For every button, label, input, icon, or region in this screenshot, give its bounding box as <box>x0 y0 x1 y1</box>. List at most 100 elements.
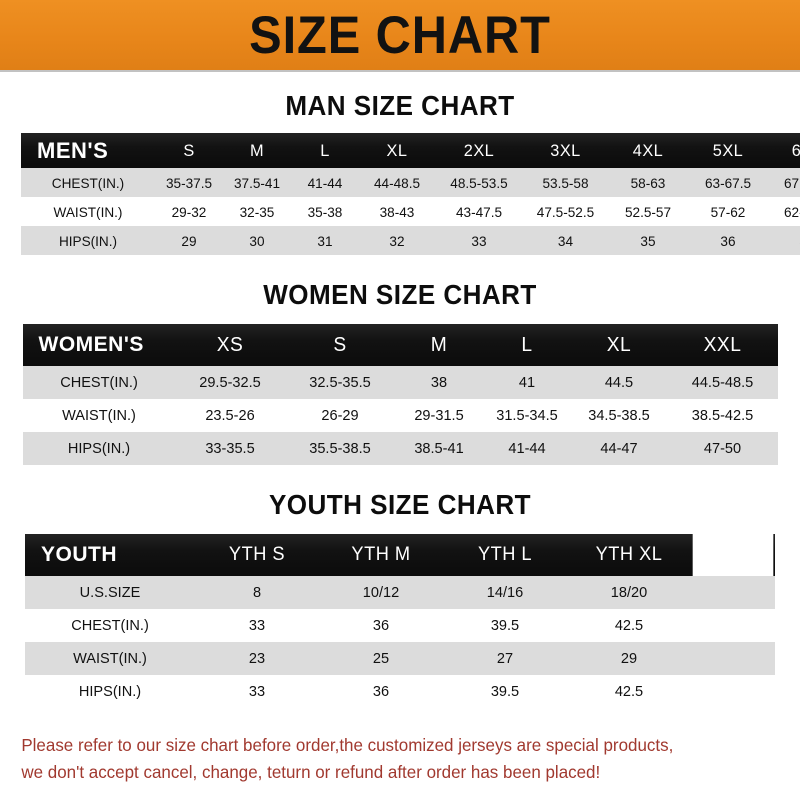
table-row: HIPS(IN.) 33-35.5 35.5-38.5 38.5-41 41-44 44-… <box>22 432 778 465</box>
measurement-cell: 42.5 <box>614 683 644 700</box>
measurement-cell: 44.5 <box>604 374 633 391</box>
measurement-cell: 39.5 <box>490 683 520 700</box>
measurement-cell: 36 <box>372 617 390 634</box>
measurement-cell: 38 <box>430 374 447 391</box>
measurement-cell: 53.5-58 <box>542 174 589 191</box>
measurement-cell: 32 <box>389 232 405 249</box>
row-filler-cell <box>692 642 773 675</box>
measurement-cell: 32.5-35.5 <box>308 374 371 391</box>
order-policy-line-2: we don't accept cancel, change, teturn o… <box>21 761 601 782</box>
measurement-cell: 38-43 <box>379 203 415 220</box>
measurement-cell: 35 <box>640 232 656 249</box>
column-header-1: XS <box>216 333 243 356</box>
measurement-cell: 32-35 <box>239 203 275 220</box>
order-policy-line-1: Please refer to our size chart before or… <box>21 734 674 755</box>
column-header-8: 5XL <box>712 140 744 160</box>
column-header-4: YTH XL <box>595 544 663 565</box>
column-header-4: XL <box>386 140 408 160</box>
table-row: WAIST(IN.) 29-32 32-35 35-38 38-43 43-47.5 47.… <box>21 197 800 226</box>
women-section-title: WOMEN SIZE CHART <box>263 279 537 310</box>
row-filler-cell <box>692 609 773 642</box>
measurement-cell: 63-67.5 <box>704 174 752 191</box>
measurement-cell: 31 <box>317 232 333 249</box>
measurement-cell: 67.5-72 <box>783 174 800 191</box>
measurement-cell: 44-48.5 <box>373 174 421 191</box>
man-size-table: MEN'S S M L XL 2XL 3XL 4XL 5XL 6XL CHEST(IN.) 35-37… <box>21 133 800 255</box>
measurement-cell: 18/20 <box>610 584 648 601</box>
table-corner-label: YOUTH <box>41 543 117 566</box>
table-header-row: MEN'S S M L XL 2XL 3XL 4XL 5XL 6XL <box>21 133 800 168</box>
measurement-cell: 29.5-32.5 <box>198 374 261 391</box>
measurement-cell: 33 <box>248 617 266 634</box>
measurement-cell: 29 <box>181 232 197 249</box>
column-header-1: S <box>183 140 195 160</box>
measurement-cell: 44-47 <box>599 440 638 457</box>
row-label: WAIST(IN.) <box>73 650 147 667</box>
row-label: HIPS(IN.) <box>58 232 118 249</box>
measurement-cell: 38.5-42.5 <box>691 407 753 424</box>
measurement-cell: 29-31.5 <box>413 407 464 424</box>
measurement-cell: 34 <box>557 232 574 249</box>
measurement-cell: 41-44 <box>307 174 343 191</box>
column-header-2: M <box>249 140 265 160</box>
row-label: U.S.SIZE <box>79 584 141 601</box>
women-size-table: WOMEN'S XS S M L XL XXL CHEST(IN.) 29.5-32.5 32.5… <box>22 324 778 465</box>
row-label: CHEST(IN.) <box>59 374 138 391</box>
measurement-cell: 36 <box>372 683 390 700</box>
measurement-cell: 10/12 <box>362 584 400 601</box>
man-section-title: MAN SIZE CHART <box>285 90 515 121</box>
column-header-3: L <box>320 140 330 160</box>
row-filler-cell <box>692 675 773 708</box>
measurement-cell: 25 <box>372 650 390 667</box>
measurement-cell: 35.5-38.5 <box>308 440 371 457</box>
youth-size-table: YOUTH YTH S YTH M YTH L YTH XL U.S.SIZE 8 10/12… <box>25 534 775 708</box>
measurement-cell: 47.5-52.5 <box>536 203 595 220</box>
row-label: WAIST(IN.) <box>53 203 123 220</box>
measurement-cell: 14/16 <box>486 584 524 601</box>
man-table-wrapper: MEN'S S M L XL 2XL 3XL 4XL 5XL 6XL CHEST(IN.) 35-37… <box>21 133 800 255</box>
table-row: WAIST(IN.) 23.5-26 26-29 29-31.5 31.5-34.5 34… <box>22 399 778 432</box>
table-header-row: WOMEN'S XS S M L XL XXL <box>22 324 778 366</box>
row-label: CHEST(IN.) <box>51 174 125 191</box>
measurement-cell: 62-66.5 <box>783 203 800 220</box>
youth-size-section: YOUTH SIZE CHART YOUTH YTH S YTH M YTH L YTH… <box>0 489 800 708</box>
measurement-cell: 43-47.5 <box>455 203 503 220</box>
row-label: WAIST(IN.) <box>61 407 136 424</box>
row-filler-cell <box>692 576 773 609</box>
women-size-section: WOMEN SIZE CHART WOMEN'S XS S M L XL XXL CHEST(… <box>0 279 800 465</box>
table-row: CHEST(IN.) 35-37.5 37.5-41 41-44 44-48.5 48.5… <box>21 168 800 197</box>
order-policy-note: Please refer to our size chart before or… <box>0 732 776 786</box>
column-header-3: YTH L <box>477 544 533 565</box>
table-corner-label: MEN'S <box>37 137 109 163</box>
row-label: HIPS(IN.) <box>78 683 142 700</box>
measurement-cell: 26-29 <box>320 407 359 424</box>
measurement-cell: 29 <box>620 650 638 667</box>
column-header-1: YTH S <box>228 544 286 565</box>
youth-section-title: YOUTH SIZE CHART <box>268 489 532 520</box>
column-header-2: YTH M <box>351 544 411 565</box>
measurement-cell: 38.5-41 <box>413 440 464 457</box>
measurement-cell: 52.5-57 <box>624 203 672 220</box>
measurement-cell: 31.5-34.5 <box>495 407 558 424</box>
table-row: HIPS(IN.) 29 30 31 32 33 34 35 36 37 <box>21 226 800 255</box>
youth-table-wrapper: YOUTH YTH S YTH M YTH L YTH XL U.S.SIZE 8 10/12… <box>25 534 775 708</box>
measurement-cell: 35-38 <box>307 203 343 220</box>
table-row: U.S.SIZE 8 10/12 14/16 18/20 <box>25 576 775 609</box>
measurement-cell: 23.5-26 <box>204 407 255 424</box>
measurement-cell: 23 <box>248 650 266 667</box>
man-size-section: MAN SIZE CHART MEN'S S M L XL 2XL 3XL 4XL 5XL 6XL… <box>0 90 800 255</box>
column-header-4: L <box>520 333 533 356</box>
column-header-9: 6XL <box>770 133 800 168</box>
table-row: CHEST(IN.) 33 36 39.5 42.5 <box>25 609 775 642</box>
measurement-cell: 41 <box>518 374 535 391</box>
measurement-cell: 27 <box>496 650 514 667</box>
measurement-cell: 37.5-41 <box>233 174 281 191</box>
measurement-cell: 33-35.5 <box>204 440 255 457</box>
column-header-7: 4XL <box>632 140 664 160</box>
measurement-cell: 35-37.5 <box>165 174 213 191</box>
measurement-cell: 47-50 <box>703 440 741 457</box>
column-header-6: 3XL <box>550 140 581 160</box>
measurement-cell: 33 <box>248 683 266 700</box>
row-label: CHEST(IN.) <box>71 617 149 634</box>
